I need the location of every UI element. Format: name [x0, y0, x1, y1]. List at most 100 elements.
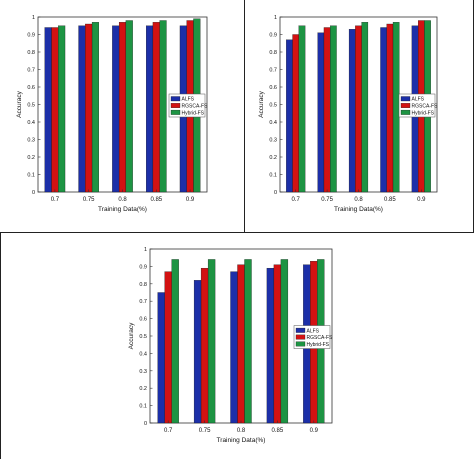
bar-hybrid-fs-0_7: [171, 259, 179, 424]
frame-bottom-left-border: [0, 232, 1, 459]
bar-rgsca-fs-0_7: [292, 34, 299, 193]
y-tick-label: 0.4: [139, 351, 147, 357]
x-tick-label: 0.85: [150, 197, 162, 203]
bar-hybrid-fs-0_85: [159, 20, 167, 193]
bar-hybrid-fs-0_85: [280, 259, 289, 424]
x-tick-label: 0.75: [199, 428, 211, 434]
x-tick-label: 0.85: [384, 197, 396, 203]
bar-rgsca-fs-0_8: [118, 22, 127, 193]
bar-rgsca-fs-0_7: [164, 271, 172, 424]
y-tick-label: 0.1: [139, 404, 147, 410]
x-axis-label: Training Data(%): [334, 206, 383, 213]
legend-swatch: [400, 96, 411, 102]
legend-swatch: [170, 103, 181, 108]
bar-alfs-0_7: [157, 292, 165, 424]
y-tick-label: 0.2: [27, 155, 35, 161]
bar-alfs-0_75: [317, 32, 325, 193]
y-tick-label: 0.9: [27, 33, 35, 39]
bar-hybrid-fs-0_8: [244, 259, 252, 424]
y-tick-label: 1: [144, 247, 147, 253]
y-tick-label: 0.7: [27, 68, 35, 74]
y-axis-label: Accuracy: [128, 322, 135, 349]
y-tick-label: 0.2: [139, 386, 147, 392]
y-tick-label: 0.5: [27, 103, 35, 109]
x-tick-label: 0.75: [321, 197, 333, 203]
bar-rgsca-fs-0_75: [85, 23, 93, 193]
x-tick-label: 0.7: [51, 197, 60, 203]
y-tick-label: 0: [32, 190, 35, 196]
legend-swatch: [170, 96, 181, 102]
y-tick-label: 0.3: [269, 138, 277, 144]
x-tick-label: 0.7: [164, 428, 173, 434]
legend-label: Hybrid-FS: [412, 110, 435, 116]
bar-alfs-0_85: [146, 25, 154, 193]
x-tick-label: 0.8: [354, 197, 363, 203]
bar-rgsca-fs-0_8: [355, 25, 362, 193]
legend-label: Hybrid-FS: [182, 110, 205, 116]
y-tick-label: 0.4: [269, 120, 277, 126]
x-tick-label: 0.9: [310, 428, 319, 434]
bar-hybrid-fs-0_8: [361, 22, 369, 193]
x-tick-label: 0.7: [292, 197, 301, 203]
y-tick-label: 0.6: [27, 85, 35, 91]
x-tick-label: 0.9: [186, 197, 195, 203]
bar-rgsca-fs-0_7: [51, 27, 59, 193]
x-tick-label: 0.85: [272, 428, 284, 434]
y-tick-label: 1: [32, 15, 35, 21]
y-tick-label: 0.6: [139, 317, 147, 323]
bar-alfs-0_8: [112, 25, 120, 193]
bar-alfs-0_75: [193, 280, 202, 424]
legend-label: ALFS: [307, 328, 320, 334]
x-tick-label: 0.8: [237, 428, 246, 434]
bar-rgsca-fs-0_75: [200, 267, 209, 424]
y-tick-label: 0.8: [269, 50, 277, 56]
bar-alfs-0_85: [380, 27, 387, 193]
y-tick-label: 0.3: [139, 369, 147, 375]
y-tick-label: 0.4: [27, 120, 35, 126]
bar-hybrid-fs-0_7: [298, 25, 306, 193]
bar-hybrid-fs-0_7: [58, 25, 66, 193]
bar-hybrid-fs-0_75: [91, 22, 99, 193]
y-tick-label: 0.5: [269, 103, 277, 109]
y-tick-label: 0.8: [139, 282, 147, 288]
x-axis-label: Training Data(%): [98, 206, 147, 213]
y-tick-label: 0.8: [27, 50, 35, 56]
bar-rgsca-fs-0_85: [273, 264, 282, 424]
legend-swatch: [295, 341, 306, 347]
bar-rgsca-fs-0_85: [386, 23, 394, 193]
bar-alfs-0_8: [348, 29, 356, 193]
bar-hybrid-fs-0_8: [125, 20, 133, 193]
legend-swatch: [295, 334, 306, 340]
y-axis-label: Accuracy: [258, 90, 265, 117]
y-tick-label: 0.5: [139, 334, 147, 340]
y-tick-label: 0.1: [269, 173, 277, 179]
legend-label: RGSCA-FS: [412, 104, 439, 110]
frame-top-left-right-border: [244, 0, 245, 232]
bar-rgsca-fs-0_75: [323, 27, 331, 193]
x-tick-label: 0.8: [118, 197, 127, 203]
y-tick-label: 0.1: [27, 173, 35, 179]
bar-alfs-0_75: [78, 25, 86, 193]
y-tick-label: 0.9: [139, 264, 147, 270]
chart-2: 0 0.1 0.2 0.3 0.4 0.5 0.6 0.7 0.8 0.9 1 0.7 0.75 0.8 0…: [258, 15, 438, 213]
y-axis-label: Accuracy: [16, 90, 23, 117]
legend-label: Hybrid-FS: [307, 342, 330, 348]
legend-label: RGSCA-FS: [182, 104, 209, 110]
y-tick-label: 0: [144, 421, 147, 427]
legend-swatch: [170, 109, 181, 115]
y-tick-label: 0: [274, 190, 277, 196]
bar-alfs-0_7: [44, 27, 52, 193]
x-axis-label: Training Data(%): [217, 437, 266, 444]
chart-1: 0 0.1 0.2 0.3 0.4 0.5 0.6 0.7 0.8 0.9 1 0.7 0.75 0.8 0…: [16, 15, 208, 213]
legend-label: ALFS: [412, 97, 425, 103]
bar-rgsca-fs-0_8: [237, 264, 245, 424]
legend-swatch: [400, 109, 411, 115]
y-tick-label: 0.6: [269, 85, 277, 91]
bar-alfs-0_7: [286, 39, 293, 193]
y-tick-label: 0.2: [269, 155, 277, 161]
legend-swatch: [400, 103, 411, 108]
y-tick-label: 1: [274, 15, 277, 21]
